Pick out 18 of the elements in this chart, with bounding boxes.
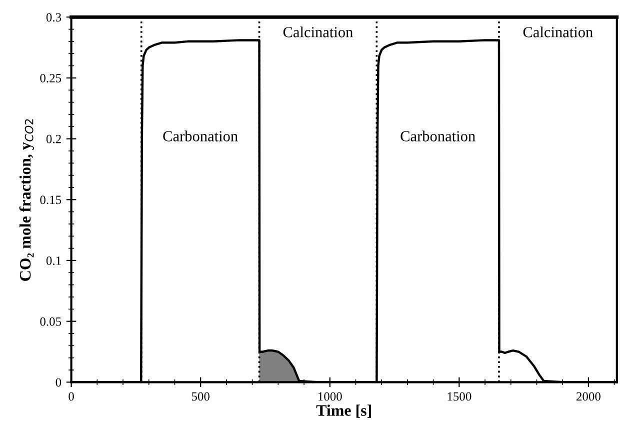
y-tick-label: 0.3: [46, 13, 62, 22]
y-tick-label: 0: [56, 378, 62, 387]
annotation: Carbonation: [163, 130, 238, 142]
x-tick-label: 1500: [448, 392, 472, 401]
x-axis-title: Time [s]: [316, 404, 371, 418]
y-tick-label: 0.1: [46, 256, 61, 265]
y-tick-label: 0.15: [40, 196, 62, 204]
y-tick-label: 0.05: [40, 317, 62, 326]
annotation: Calcination: [523, 26, 593, 38]
x-tick-label: 0: [68, 392, 74, 401]
y-tick-label: 0.25: [40, 74, 62, 82]
y-axis-title: CO₂ mole fraction, y$_{CO2}$: [19, 119, 34, 281]
x-tick-label: 500: [192, 392, 210, 401]
x-tick-label: 2000: [576, 392, 600, 401]
x-tick-label: 1000: [318, 392, 342, 401]
annotation: Calcination: [283, 26, 353, 38]
y-tick-label: 0.2: [46, 134, 61, 144]
annotation: Carbonation: [400, 130, 476, 142]
